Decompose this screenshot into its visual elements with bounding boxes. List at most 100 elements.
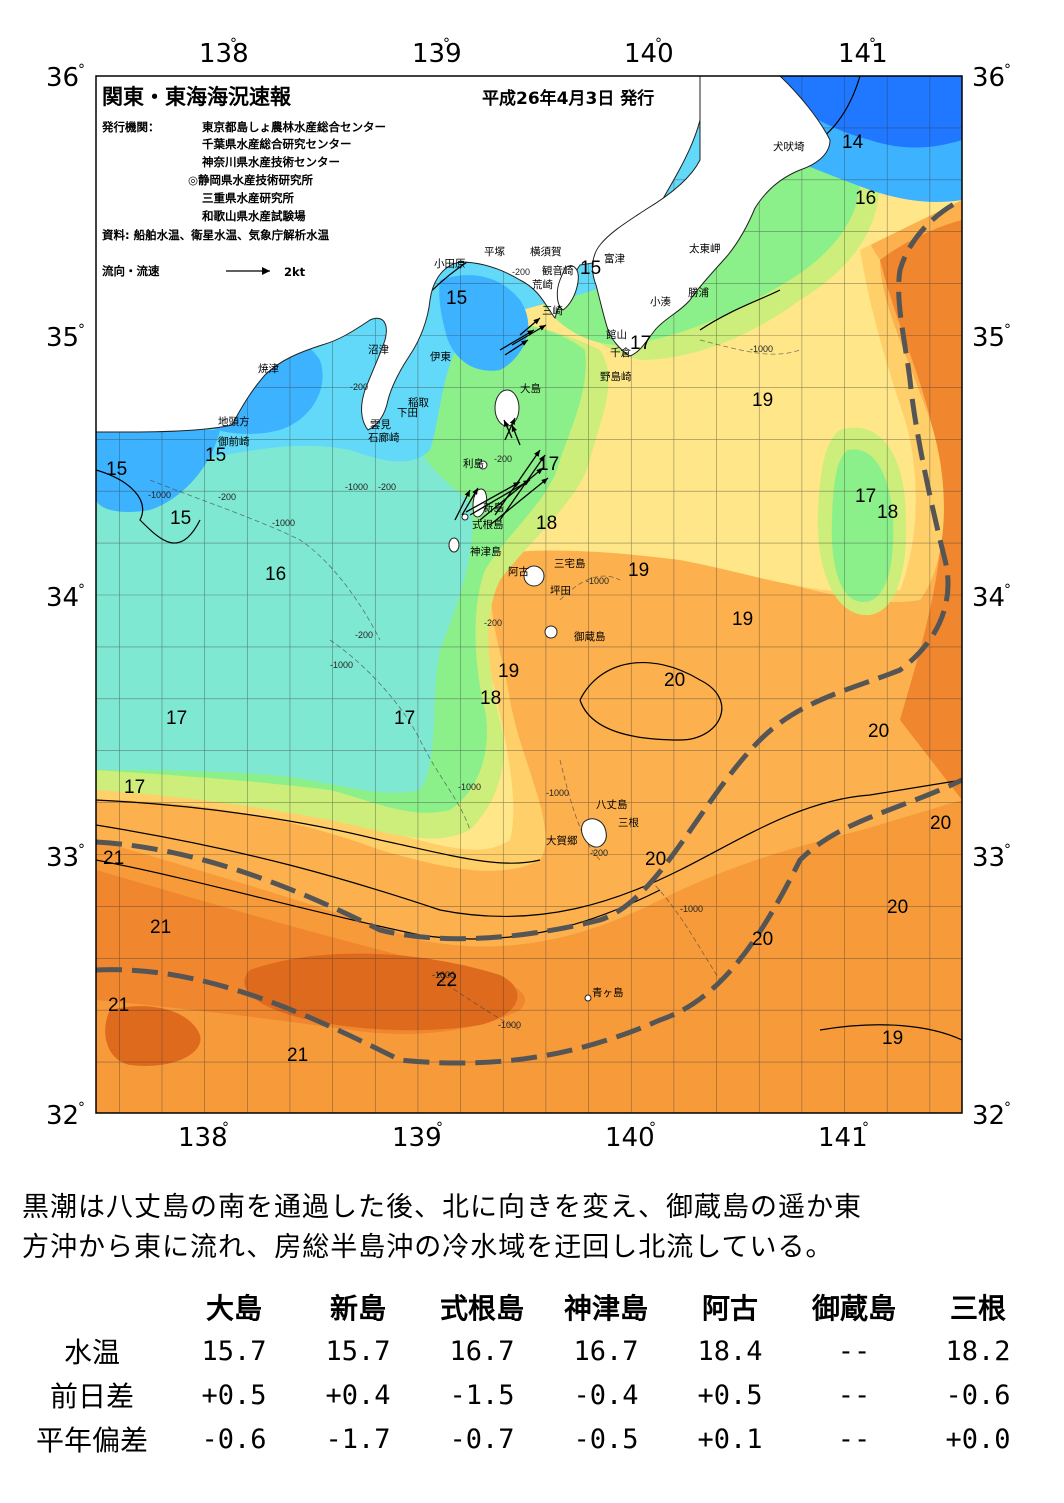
isotherm-label: 17 [166,708,187,729]
isotherm-label: 15 [580,258,601,279]
publisher: 三重県水産研究所 [202,191,294,205]
observation-table: 大島 新島 式根島 神津島 阿古 御蔵島 三根 水温 15.7 15.7 16.… [12,1285,1040,1461]
place-label: 千倉 [610,346,631,359]
place-label: 小田原 [434,258,466,270]
isotherm-label: 16 [265,564,286,585]
table-cell: 16.7 [573,1335,639,1367]
table-cell: -0.7 [449,1423,515,1455]
table-cell: -1.7 [325,1423,391,1455]
isotherm-label: 15 [170,508,191,529]
degree-symbol: ° [78,62,85,78]
current-arrowhead [511,425,517,432]
lat-label: 33 [46,843,79,873]
isotherm-label: 20 [868,721,889,742]
current-arrow [499,329,535,351]
depth-label: -1000 [498,1020,521,1030]
lat-label: 33 [972,843,1005,873]
row-label: 前日差 [49,1380,134,1413]
oceanographic-comment: 黒潮は八丈島の南を通過した後、北に向きを変え、御蔵島の遥か東 方沖から東に流れ、… [22,1192,862,1263]
lon-label: 141 [818,1123,868,1153]
current-arrowhead [533,318,540,325]
lon-label: 140 [605,1123,655,1153]
depth-label: -1000 [750,344,773,354]
place-label: 八丈島 [596,798,628,811]
lat-label: 35 [972,323,1005,353]
depth-label: -200 [350,382,368,392]
isotherm-label: 21 [108,995,129,1016]
degree-symbol: ° [222,1120,229,1136]
place-label: 下田 [397,407,418,419]
isotherm-label: 15 [446,288,467,309]
degree-symbol: ° [1004,62,1011,78]
table-row: 前日差 +0.5 +0.4 -1.5 -0.4 +0.5 -- -0.6 [12,1373,1040,1417]
degree-symbol: ° [78,1100,85,1116]
data-source: 資料: 船舶水温、衛星水温、気象庁解析水温 [102,228,330,242]
table-cell: 16.7 [449,1335,515,1367]
table-cell: -0.4 [573,1379,639,1411]
place-label: 大島 [520,382,541,395]
place-label: 平塚 [484,246,505,258]
isotherm-label: 21 [287,1045,308,1066]
isotherm-label: 20 [752,929,773,950]
station-name: 式根島 [439,1292,524,1325]
current-legend-arrowhead [262,267,270,275]
depth-label: -200 [590,848,608,858]
place-label: 荒崎 [532,278,553,291]
depth-label: -1000 [546,788,569,798]
lat-label: 32 [46,1101,79,1131]
table-cell: +0.0 [945,1423,1011,1455]
table-cell: -1.5 [449,1379,515,1411]
lat-labels-left: 36 35 34 33 32 [46,63,79,1131]
isotherm-label: 20 [887,897,908,918]
depth-label: -1000 [458,782,481,792]
depth-label: -1000 [345,482,368,492]
current-arrow [489,477,549,526]
depth-label: -200 [355,630,373,640]
table-cell: +0.1 [697,1423,763,1455]
place-label: 稲取 [408,397,429,409]
table-cell: +0.4 [325,1379,391,1411]
table-cell: -0.6 [945,1379,1011,1411]
place-label: 坪田 [550,584,571,597]
table-cell: 18.4 [697,1335,763,1367]
degree-symbol: ° [1004,842,1011,858]
lon-label: 139 [392,1123,442,1153]
depth-label: -200 [484,618,502,628]
isotherm-label: 14 [842,132,864,153]
station-header-row: 大島 新島 式根島 神津島 阿古 御蔵島 三根 [12,1285,1040,1329]
place-label: 神津島 [470,545,502,558]
current-arrowhead [504,420,510,427]
current-arrowhead [464,490,470,497]
lat-label: 34 [46,583,79,613]
header-corner [12,1285,172,1329]
depth-label: -1000 [272,518,295,528]
place-label: 焼津 [258,363,279,375]
table-cell: +0.5 [201,1379,267,1411]
current-arrow [479,467,544,521]
row-label: 平年偏差 [35,1424,148,1457]
table-row: 水温 15.7 15.7 16.7 16.7 18.4 -- 18.2 [12,1329,1040,1373]
map-frame [95,75,963,1114]
station-name: 大島 [205,1292,262,1325]
depth-label: -1000 [330,660,353,670]
place-label: 三根 [618,816,639,829]
place-label: 三宅島 [554,557,586,570]
degree-symbol: ° [78,582,85,598]
current-arrowhead [523,480,530,486]
place-label: 富津 [604,252,625,265]
lat-label: 32 [972,1101,1005,1131]
degree-symbol: ° [655,36,662,52]
lon-label: 141 [838,39,888,69]
lat-label: 36 [46,63,79,93]
degree-symbol: ° [443,36,450,52]
table-cell: -0.6 [201,1423,267,1455]
place-label: 野島崎 [600,370,632,383]
degree-symbol: ° [869,36,876,52]
station-name: 阿古 [701,1292,758,1325]
place-label: 新島 [483,501,504,514]
current-arrow [465,481,521,513]
lat-labels-right: 36 35 34 33 32 [972,63,1005,1131]
table-cell: 15.7 [201,1335,267,1367]
depth-label: -1000 [680,904,703,914]
current-arrowhead [527,330,534,336]
